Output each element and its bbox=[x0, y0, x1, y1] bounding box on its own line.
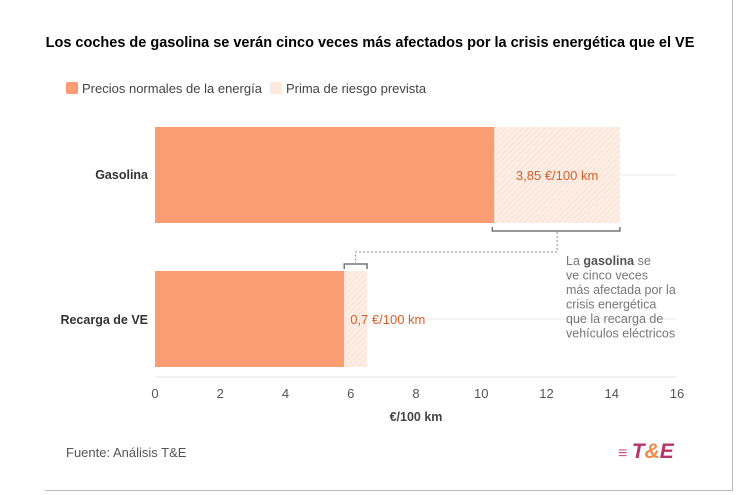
bracket-ve bbox=[343, 263, 368, 269]
x-tick-label: 0 bbox=[151, 386, 158, 401]
x-tick-label: 16 bbox=[670, 386, 684, 401]
source-note: Fuente: Análisis T&E bbox=[66, 445, 187, 460]
bar-premium-0 bbox=[494, 127, 620, 223]
x-tick-label: 10 bbox=[474, 386, 488, 401]
x-tick-label: 8 bbox=[412, 386, 419, 401]
legend: Precios normales de la energía Prima de … bbox=[66, 81, 426, 96]
legend-item-premium: Prima de riesgo prevista bbox=[269, 81, 426, 96]
data-label: 0,7 €/100 km bbox=[350, 312, 425, 327]
x-axis-title: €/100 km bbox=[390, 410, 443, 424]
connector-line bbox=[355, 232, 558, 263]
data-label: 3,85 €/100 km bbox=[516, 168, 598, 183]
chart-frame bbox=[45, 0, 733, 491]
x-tick-label: 4 bbox=[282, 386, 289, 401]
x-tick-label: 2 bbox=[217, 386, 224, 401]
legend-item-normal: Precios normales de la energía bbox=[66, 81, 262, 96]
x-tick-label: 6 bbox=[347, 386, 354, 401]
category-label-ve: Recarga de VE bbox=[60, 313, 148, 327]
chart-title: Los coches de gasolina se verán cinco ve… bbox=[45, 35, 695, 51]
bracket-gasolina bbox=[491, 227, 621, 232]
annotation-text: La gasolina se ve cinco veces más afectada… bbox=[566, 254, 676, 341]
te-logo: ≡ T&E bbox=[618, 440, 674, 463]
x-tick-label: 14 bbox=[605, 386, 619, 401]
x-tick-label: 12 bbox=[539, 386, 553, 401]
bar-normal-0 bbox=[155, 127, 495, 223]
bar-premium-1 bbox=[344, 271, 368, 367]
bar-normal-1 bbox=[155, 271, 345, 367]
category-label-gasolina: Gasolina bbox=[95, 168, 148, 182]
